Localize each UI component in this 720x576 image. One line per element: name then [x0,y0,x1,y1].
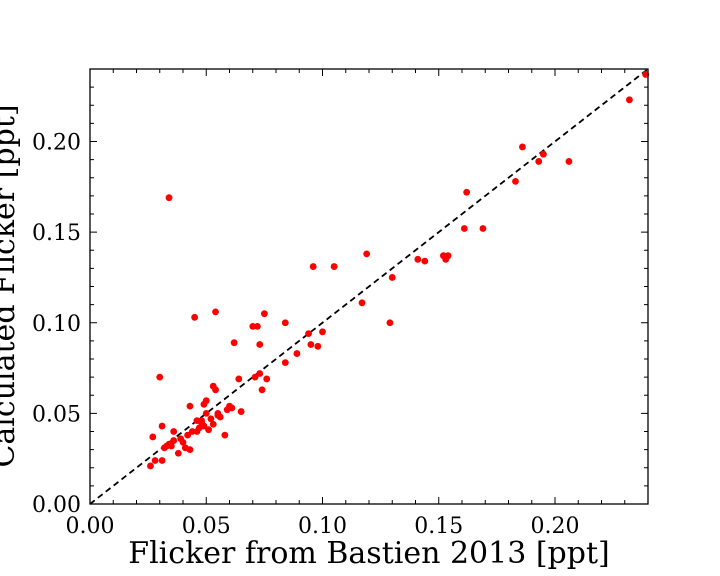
data-point [158,457,166,464]
x-axis-label: Flicker from Bastien 2013 [ppt] [128,536,609,571]
data-point [254,322,261,330]
data-point [388,274,396,281]
data-point [319,328,326,336]
tick-labels-layer: 0.00 0.05 0.10 0.15 0.20 0.00 0.05 0.10 0.15 0.20 [32,131,579,540]
data-point [186,446,194,454]
data-point [188,428,196,435]
data-point [158,422,166,430]
data-point [221,431,229,439]
x-tick-label: 0.15 [414,514,463,539]
plot-frame [89,68,649,505]
data-point [305,330,312,338]
data-point [260,310,268,318]
data-point [184,431,192,439]
data-point [519,143,526,151]
x-tick-label: 0.05 [182,514,231,539]
data-point [200,422,208,430]
x-tick-label: 0.20 [531,514,580,539]
data-point [421,257,429,265]
y-tick-label: 0.10 [32,312,81,337]
data-point [205,426,212,434]
y-tick-label: 0.20 [32,131,81,156]
data-point [179,438,187,446]
data-point [191,313,199,321]
data-point [539,150,547,158]
data-point [249,322,257,330]
data-point [147,462,154,470]
data-point [330,263,338,270]
data-point [186,402,194,410]
y-tick-label: 0.00 [32,493,81,518]
data-point [256,370,264,377]
data-point [216,413,224,421]
data-point [230,339,238,347]
data-point [170,428,178,435]
x-tick-label: 0.10 [298,514,347,539]
data-point [479,225,487,232]
data-point [174,449,182,457]
data-point [202,409,210,417]
y-axis-label: Calculated Flicker [ppt] [0,104,22,467]
data-point [309,263,317,270]
data-point [237,408,245,415]
data-point [463,188,471,196]
data-point [228,404,236,412]
data-point [293,350,301,357]
data-point [151,457,159,464]
y-tick-label: 0.15 [32,221,81,246]
data-point [565,158,573,165]
data-point [512,177,519,185]
data-point [256,341,264,348]
data-point [363,250,371,258]
data-point [386,319,394,327]
data-point [212,386,219,394]
data-point [414,255,422,263]
data-point [460,225,468,232]
data-point [281,359,289,367]
data-point [170,437,178,444]
data-point [149,433,157,441]
y-tick-label: 0.05 [32,402,81,427]
data-point [358,299,366,307]
identity-reference-line [89,68,649,505]
data-point [209,420,217,428]
data-point [307,341,315,348]
x-tick-label: 0.00 [66,514,115,539]
data-point [258,386,266,394]
points-layer [147,71,650,470]
data-point [207,415,215,423]
data-point [235,375,243,383]
data-point [314,342,322,350]
data-point [167,442,175,450]
data-point [251,373,259,381]
data-point [281,319,289,327]
data-point [626,96,633,104]
data-point [156,373,164,381]
data-point [212,308,219,316]
data-point [165,194,173,202]
data-point [444,252,452,260]
data-point [202,397,210,405]
data-point [535,158,543,165]
data-point [263,375,271,383]
